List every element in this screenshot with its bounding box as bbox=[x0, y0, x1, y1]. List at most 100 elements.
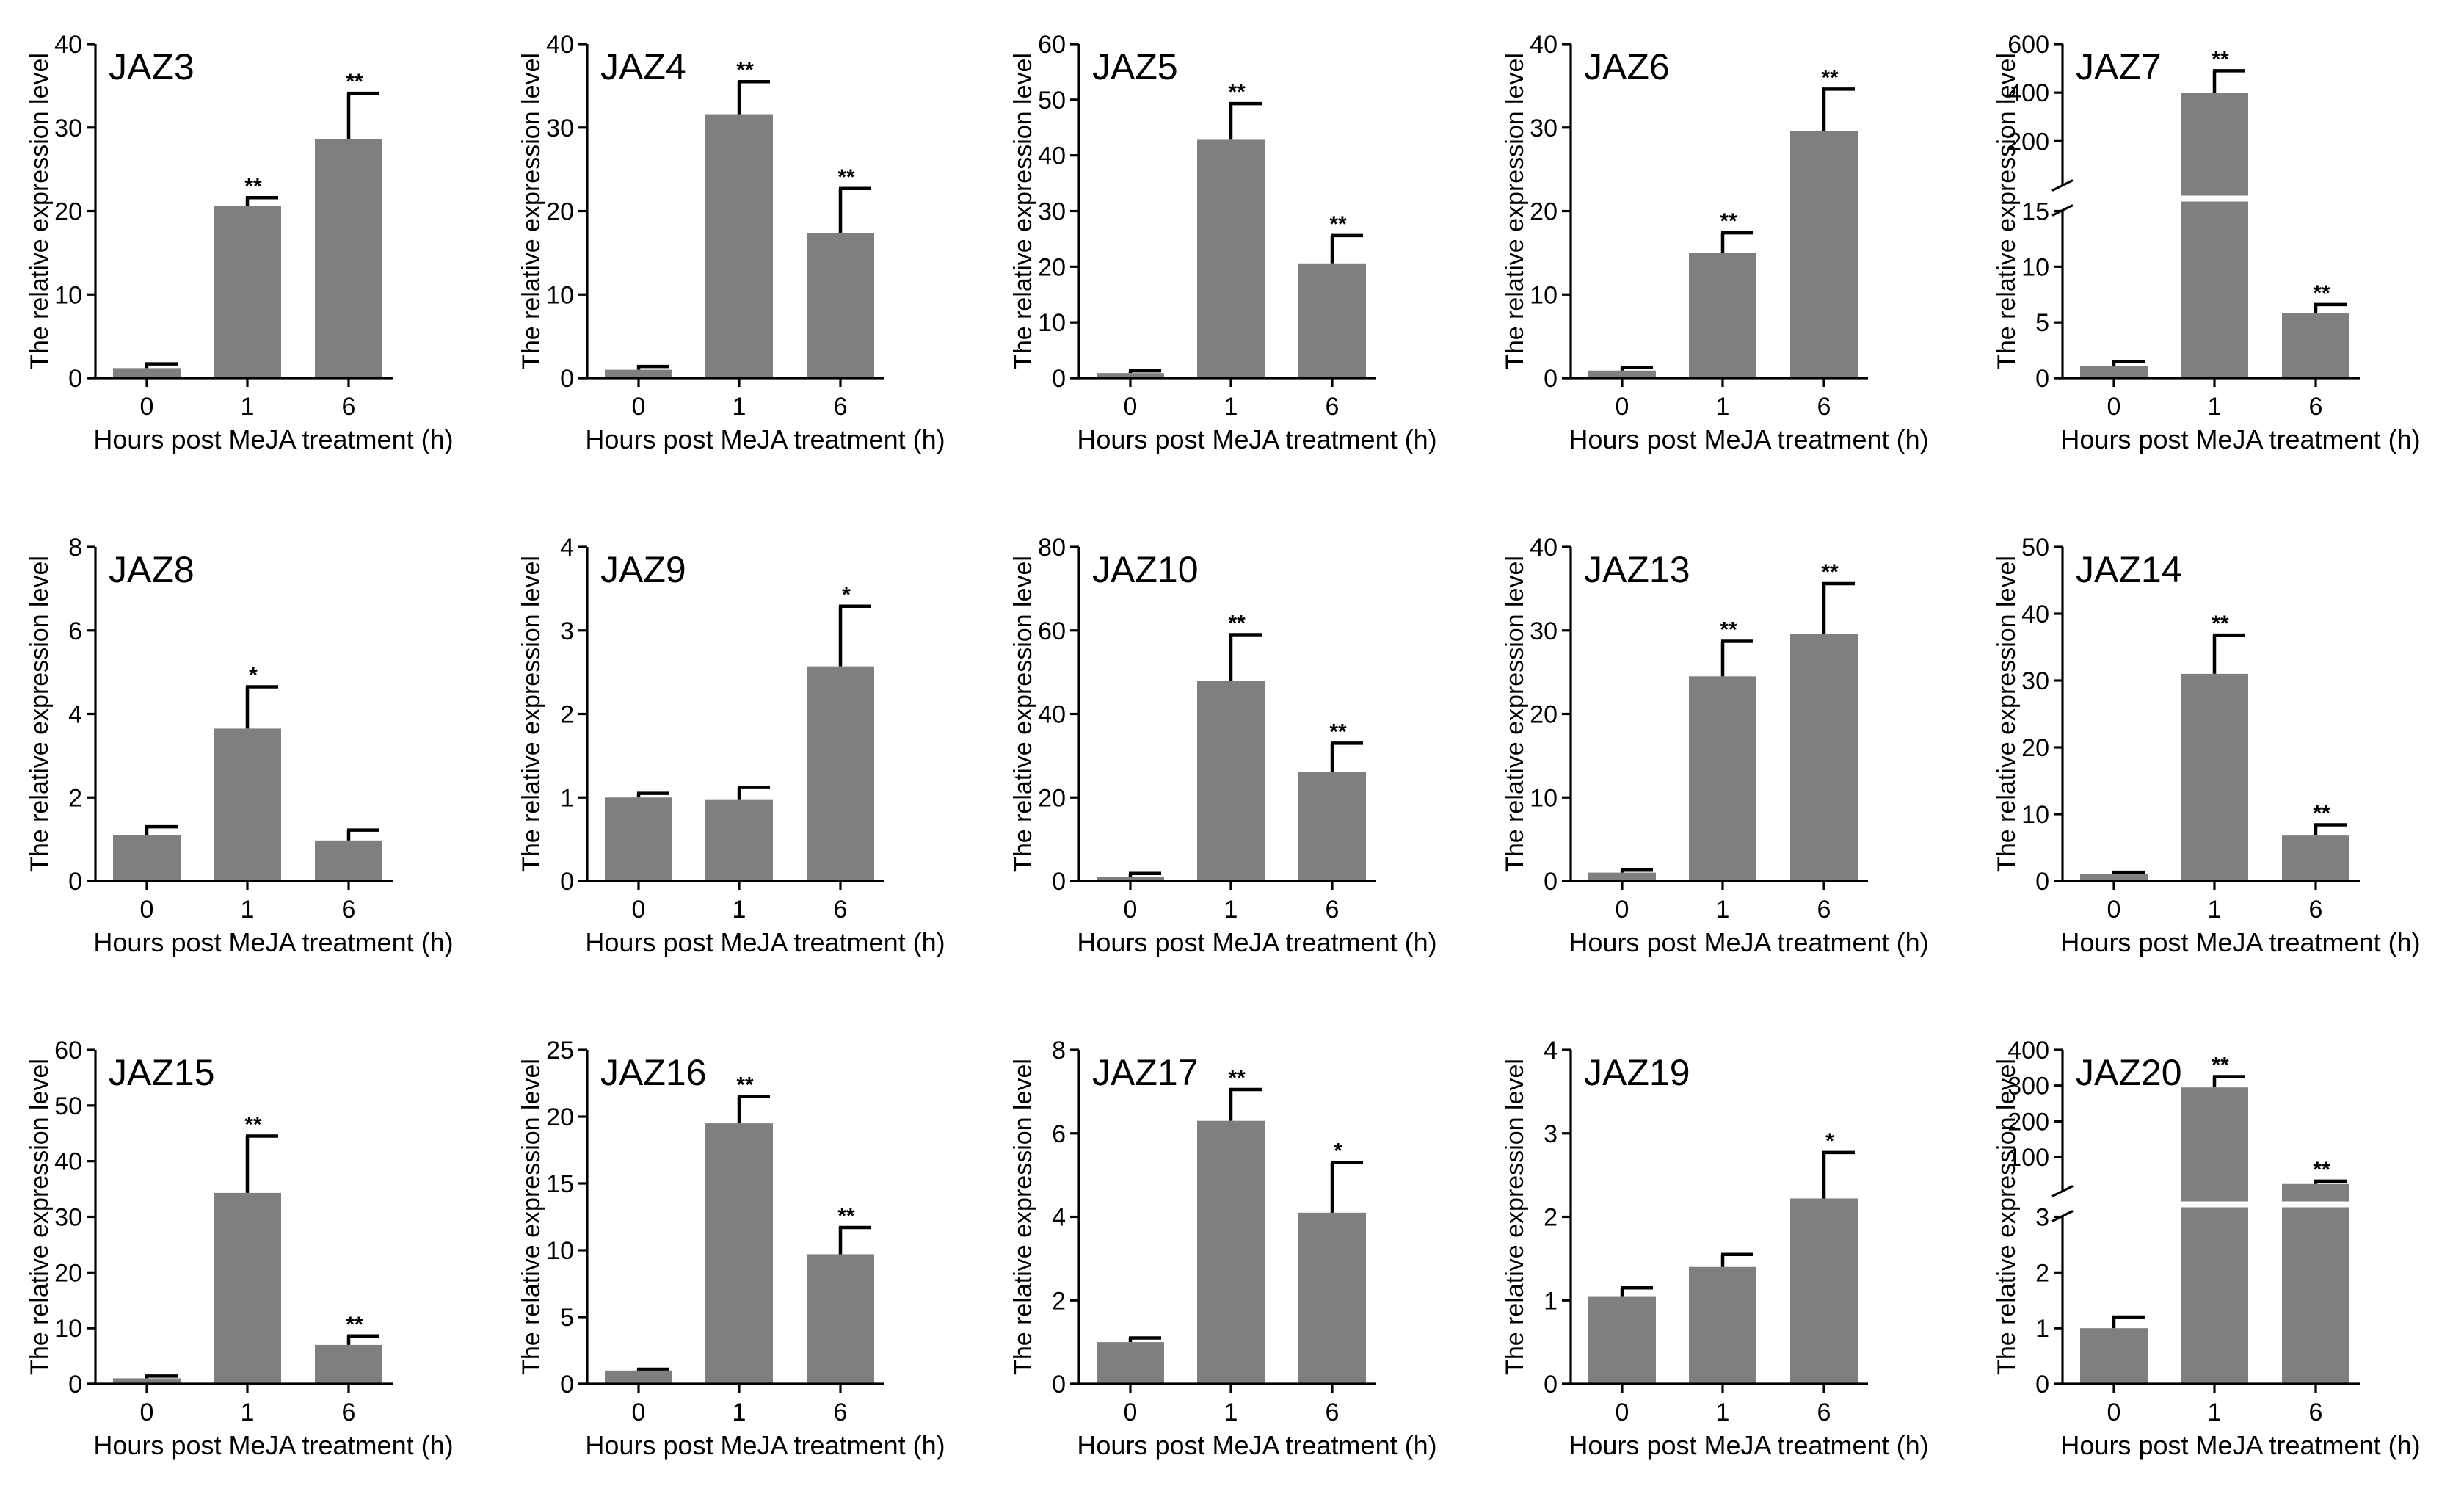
y-tick-label: 10 bbox=[54, 281, 82, 309]
significance-label: * bbox=[1334, 1139, 1342, 1164]
significance-label: ** bbox=[1720, 209, 1737, 233]
y-tick-label: 60 bbox=[1038, 31, 1066, 59]
x-tick-label: 6 bbox=[2309, 1399, 2323, 1426]
significance-label: ** bbox=[1821, 65, 1839, 90]
y-tick-label: 0 bbox=[1052, 1371, 1066, 1399]
chart-panel-jaz10: ** ** 0 20 40 60 80 0 1 6 JAZ10 The relative expres… bbox=[1009, 534, 1437, 957]
y-tick-label: 1 bbox=[1544, 1287, 1558, 1315]
y-tick-label: 50 bbox=[1038, 87, 1066, 115]
y-tick-label: 6 bbox=[1052, 1120, 1066, 1148]
significance-label: * bbox=[842, 583, 851, 607]
bar-1 bbox=[2181, 93, 2248, 379]
y-tick-label: 80 bbox=[1038, 534, 1066, 562]
x-tick-label: 1 bbox=[1224, 896, 1238, 924]
y-tick-label: 20 bbox=[1038, 784, 1066, 812]
x-tick-label: 1 bbox=[2208, 896, 2222, 924]
y-tick-label: 30 bbox=[1038, 198, 1066, 226]
x-tick-label: 6 bbox=[342, 896, 356, 924]
bar-0 bbox=[2080, 874, 2148, 881]
bar-1 bbox=[1689, 676, 1756, 881]
x-tick-label: 0 bbox=[2107, 1399, 2121, 1426]
y-tick-label: 25 bbox=[546, 1037, 574, 1065]
y-axis-label: The relative expression level bbox=[1501, 556, 1529, 872]
y-tick-label: 0 bbox=[560, 1371, 574, 1399]
chart-title: JAZ3 bbox=[109, 46, 195, 87]
y-tick-label: 60 bbox=[1038, 617, 1066, 645]
y-tick-label: 4 bbox=[68, 701, 82, 729]
bar-0 bbox=[113, 1378, 181, 1384]
y-tick-label: 15 bbox=[2021, 198, 2049, 226]
y-axis-label: The relative expression level bbox=[1501, 53, 1529, 369]
y-tick-label: 1 bbox=[2035, 1315, 2049, 1343]
y-tick-label: 60 bbox=[54, 1037, 82, 1065]
x-tick-label: 0 bbox=[1616, 1399, 1629, 1426]
y-tick-label: 3 bbox=[560, 617, 574, 645]
bar-6 bbox=[1298, 1212, 1366, 1384]
bar-0 bbox=[113, 368, 181, 378]
y-tick-label: 300 bbox=[2007, 1073, 2049, 1100]
significance-label: ** bbox=[736, 1073, 754, 1098]
significance-label: ** bbox=[2212, 612, 2229, 636]
y-tick-label: 2 bbox=[560, 701, 574, 729]
x-tick-label: 0 bbox=[1124, 1399, 1138, 1426]
y-tick-label: 20 bbox=[546, 198, 574, 226]
x-axis-label: Hours post MeJA treatment (h) bbox=[2060, 927, 2420, 957]
break-gap bbox=[2065, 1201, 2363, 1208]
bar-1 bbox=[705, 799, 773, 881]
bar-6 bbox=[2282, 313, 2349, 378]
y-tick-label: 20 bbox=[1038, 253, 1066, 281]
y-tick-label: 30 bbox=[546, 115, 574, 142]
x-tick-label: 0 bbox=[1124, 896, 1138, 924]
significance-label: ** bbox=[736, 58, 754, 82]
chart-title: JAZ6 bbox=[1584, 46, 1670, 87]
x-axis-label: Hours post MeJA treatment (h) bbox=[585, 927, 945, 957]
chart-panel-jaz4: ** ** 0 10 20 30 40 0 1 6 JAZ4 The relative express… bbox=[517, 31, 945, 454]
x-tick-label: 0 bbox=[2107, 393, 2121, 421]
significance-label: ** bbox=[837, 165, 855, 189]
y-axis-label: The relative expression level bbox=[26, 556, 54, 872]
x-tick-label: 0 bbox=[1616, 896, 1629, 924]
bar-0 bbox=[1588, 370, 1656, 378]
x-tick-label: 1 bbox=[241, 1399, 255, 1426]
bar-1 bbox=[214, 728, 281, 881]
significance-label: ** bbox=[2313, 1158, 2330, 1182]
y-tick-label: 600 bbox=[2007, 31, 2049, 59]
x-tick-label: 1 bbox=[1716, 393, 1730, 421]
bar-1 bbox=[705, 114, 773, 379]
y-tick-label: 10 bbox=[1530, 784, 1558, 812]
y-tick-label: 0 bbox=[1052, 868, 1066, 896]
x-tick-label: 0 bbox=[2107, 896, 2121, 924]
bar-1 bbox=[1197, 681, 1265, 881]
break-gap bbox=[2065, 195, 2363, 202]
x-axis-label: Hours post MeJA treatment (h) bbox=[1077, 1430, 1436, 1460]
chart-title: JAZ20 bbox=[2076, 1052, 2182, 1093]
significance-label: ** bbox=[346, 70, 363, 94]
y-axis-label: The relative expression level bbox=[1993, 556, 2021, 872]
significance-label: ** bbox=[2212, 47, 2229, 71]
y-tick-label: 0 bbox=[560, 365, 574, 393]
x-axis-label: Hours post MeJA treatment (h) bbox=[585, 1430, 945, 1460]
significance-label: ** bbox=[1720, 618, 1737, 642]
bar-1 bbox=[705, 1123, 773, 1384]
significance-label: ** bbox=[1228, 611, 1246, 635]
significance-label: * bbox=[249, 664, 258, 688]
y-tick-label: 6 bbox=[68, 617, 82, 645]
bar-0 bbox=[605, 797, 672, 881]
bar-6 bbox=[2282, 1183, 2349, 1384]
y-tick-label: 50 bbox=[2021, 534, 2049, 562]
y-axis-label: The relative expression level bbox=[1009, 556, 1037, 872]
chart-panel-jaz5: ** ** 0 10 20 30 40 50 60 0 1 6 JAZ5 The relative exp… bbox=[1009, 31, 1437, 454]
break-mark bbox=[2051, 179, 2074, 192]
y-tick-label: 30 bbox=[1530, 617, 1558, 645]
bar-6 bbox=[2282, 835, 2349, 881]
y-tick-label: 4 bbox=[560, 534, 574, 562]
y-tick-label: 0 bbox=[1544, 1371, 1558, 1399]
x-tick-label: 1 bbox=[1224, 393, 1238, 421]
chart-title: JAZ13 bbox=[1584, 549, 1690, 590]
bar-0 bbox=[1097, 877, 1164, 881]
bar-6 bbox=[807, 666, 874, 881]
chart-title: JAZ19 bbox=[1584, 1052, 1690, 1093]
x-tick-label: 1 bbox=[2208, 1399, 2222, 1426]
